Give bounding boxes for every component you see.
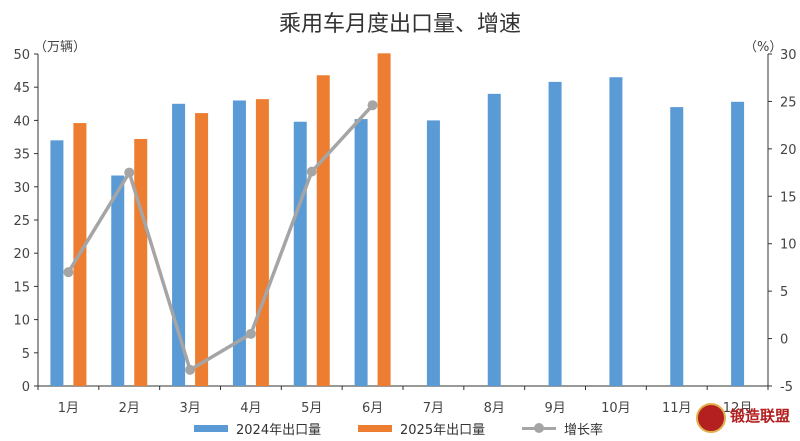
x-tick-label: 9月 [544,401,565,416]
bar-2024 [426,120,440,387]
legend-swatch-2025 [358,424,392,432]
right-tick-label: 0 [780,333,788,348]
growth-point [63,267,74,278]
bar-2025 [134,138,148,386]
right-tick-label: 25 [780,95,797,110]
legend-item-2024: 2024年出口量 [194,418,321,438]
bar-2024 [609,77,623,387]
left-tick-label: 0 [22,380,30,395]
watermark-logo: 锻造联盟 [696,401,792,435]
growth-point [306,166,317,177]
growth-point [367,100,378,111]
right-tick-label: 20 [780,143,797,158]
right-axis-unit: （%） [744,40,783,55]
x-tick-label: 7月 [423,401,444,416]
left-tick-label: 50 [13,48,30,63]
bar-2024 [293,121,307,386]
left-tick-label: 20 [13,247,30,262]
bar-2024 [111,175,125,386]
left-tick-label: 45 [13,81,30,96]
x-tick-label: 10月 [601,401,631,416]
legend-label-2025: 2025年出口量 [400,422,486,438]
right-tick-label: 30 [780,48,797,63]
legend-label-growth: 增长率 [564,422,604,438]
legend-label-2024: 2024年出口量 [236,422,322,438]
chart-title: 乘用车月度出口量、增速 [278,12,521,37]
left-tick-label: 30 [13,181,30,196]
legend: 2024年出口量 2025年出口量 增长率 [0,418,800,438]
logo-seal-icon [696,403,726,433]
x-tick-label: 11月 [662,401,692,416]
legend-swatch-growth [522,422,556,434]
bar-2025 [195,113,209,386]
bar-2025 [377,53,391,386]
bar-2024 [232,100,246,386]
growth-point [245,328,256,339]
growth-line [66,104,374,372]
bar-2024 [487,93,501,386]
bar-2024 [731,101,745,387]
x-tick-label: 2月 [119,401,140,416]
bar-2024 [354,119,368,387]
right-tick-label: 15 [780,190,797,205]
right-tick-label: 5 [780,285,788,300]
left-axis-unit: （万辆） [34,40,87,55]
bar-2024 [670,107,684,387]
x-tick-label: 1月 [58,401,79,416]
bar-2025 [316,75,330,387]
growth-point [124,167,135,178]
bar-2024 [548,81,562,386]
logo-text: 锻造联盟 [730,407,791,425]
bar-2025 [255,99,269,386]
left-tick-label: 40 [13,114,30,129]
left-tick-label: 10 [13,314,30,329]
x-tick-label: 6月 [362,401,383,416]
left-tick-label: 35 [13,148,30,163]
legend-swatch-2024 [194,424,228,432]
x-tick-label: 5月 [301,401,322,416]
bar-2024 [50,140,64,386]
x-tick-label: 3月 [179,401,200,416]
x-tick-label: 4月 [240,401,261,416]
legend-item-growth: 增长率 [522,418,603,438]
right-tick-label: -5 [780,380,793,395]
left-tick-label: 5 [22,347,30,362]
left-tick-label: 15 [13,280,30,295]
x-tick-label: 12月 [723,401,753,416]
left-tick-label: 25 [13,214,30,229]
growth-point [185,364,196,375]
legend-item-2025: 2025年出口量 [358,418,485,438]
bar-2024 [172,103,186,387]
right-tick-label: 10 [780,238,797,253]
x-tick-label: 8月 [484,401,505,416]
